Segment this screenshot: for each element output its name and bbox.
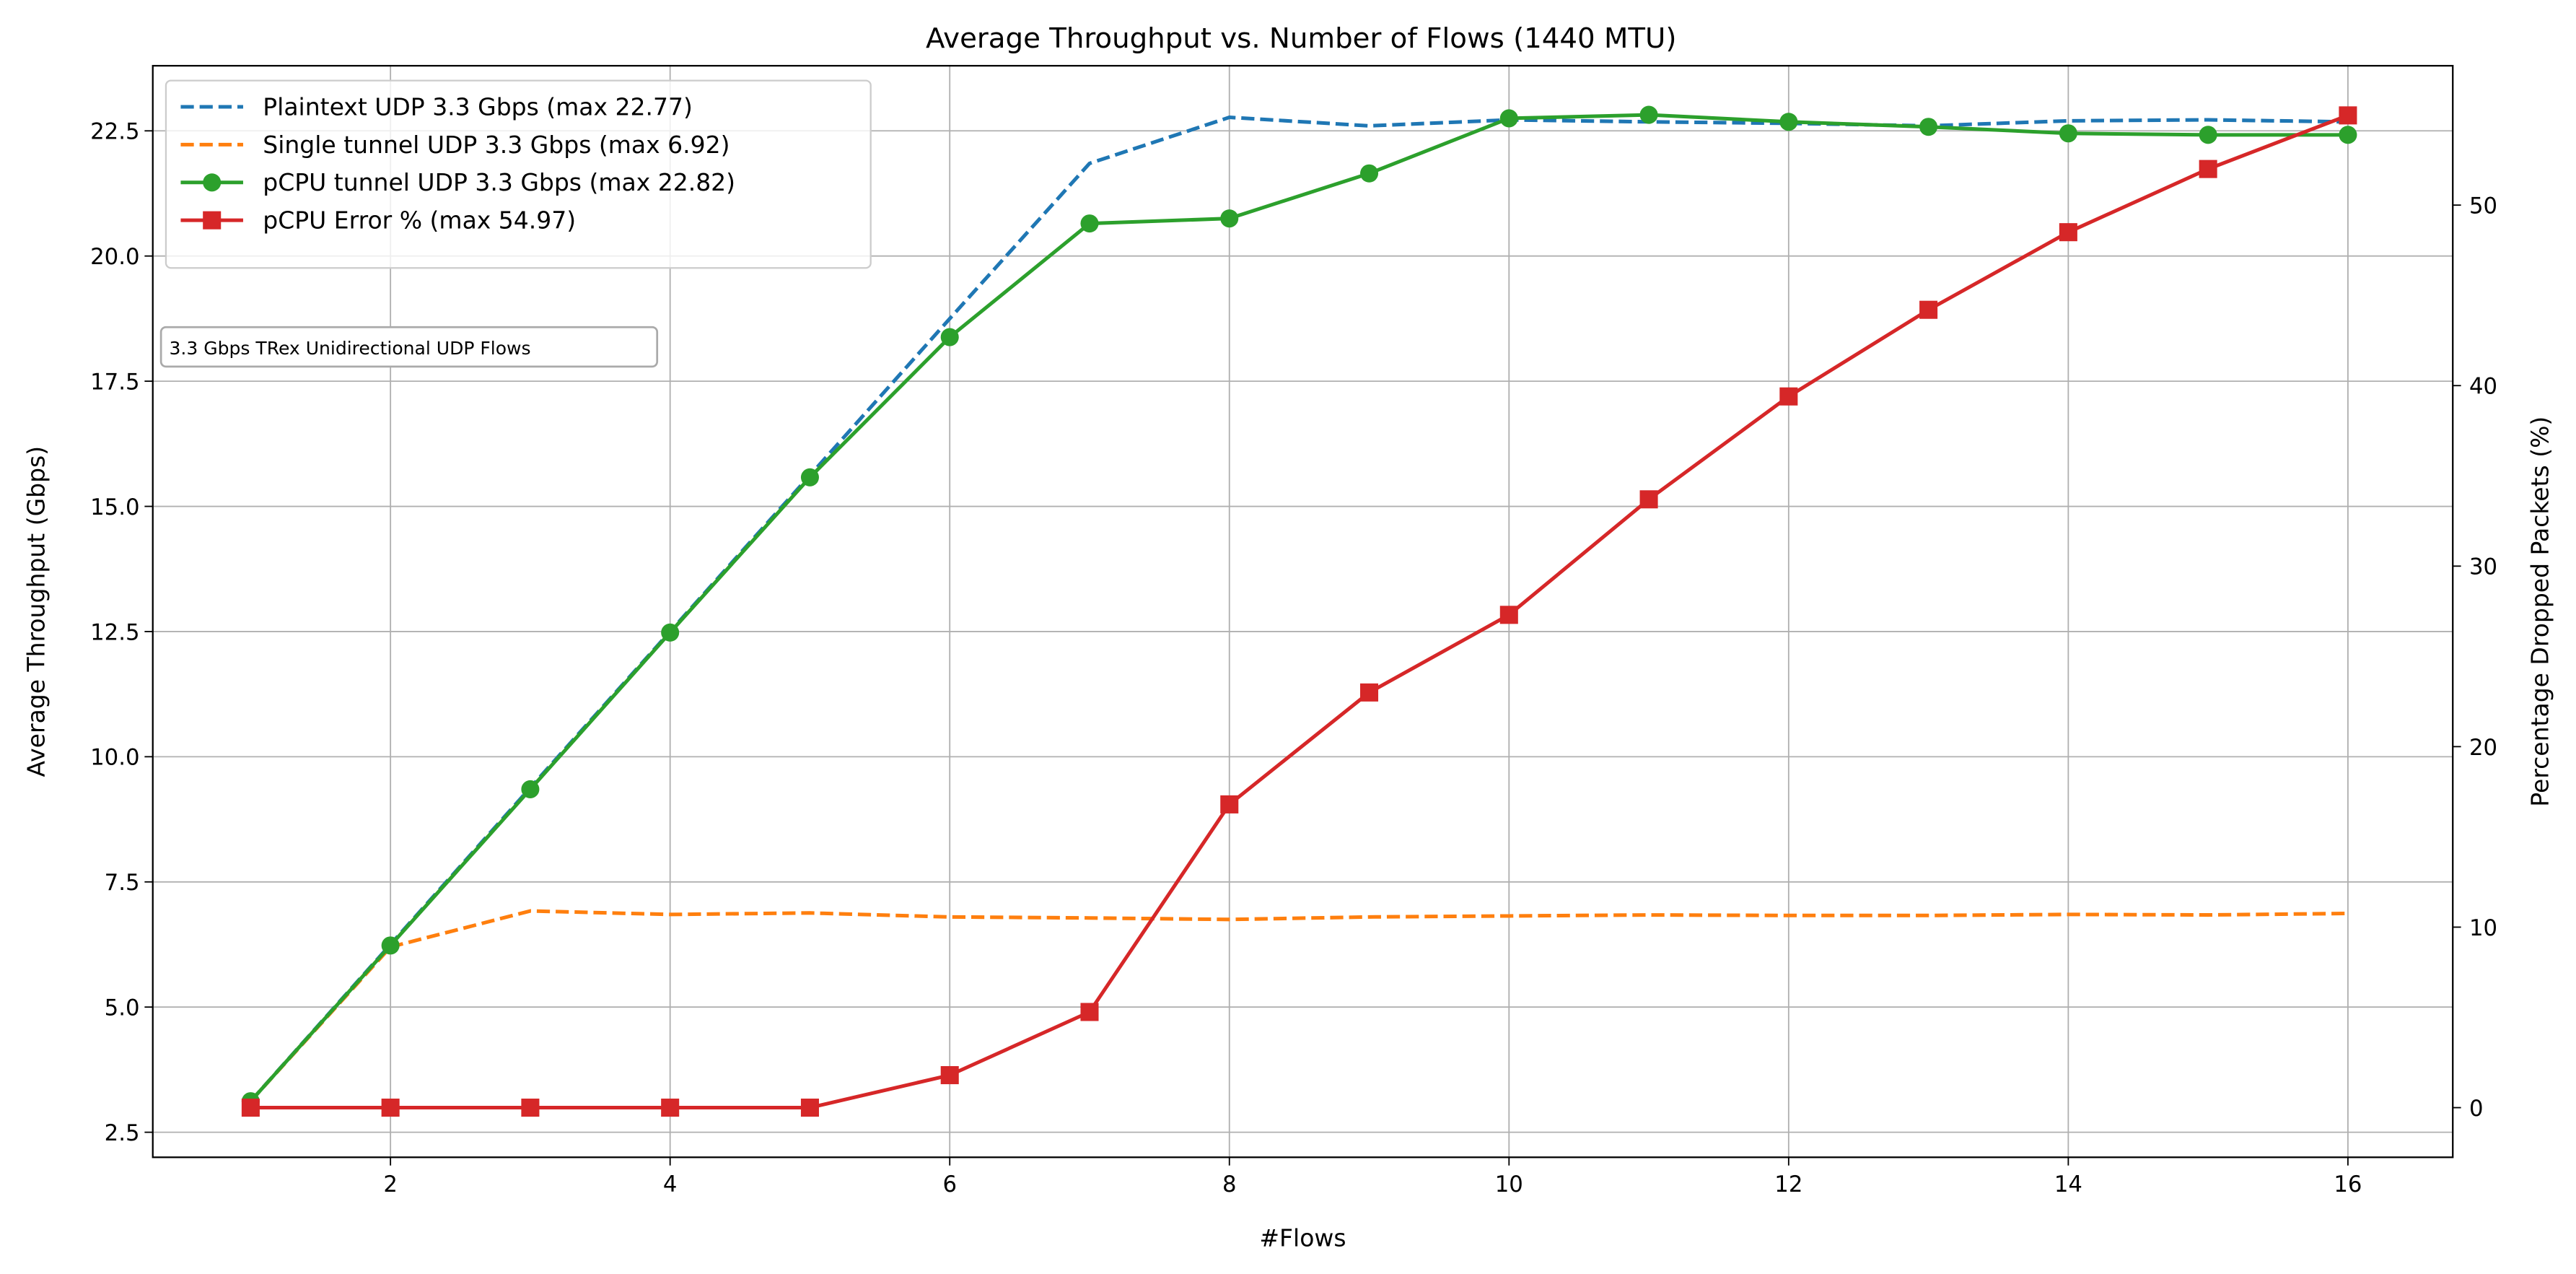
series-1 bbox=[249, 909, 2348, 1103]
chart-title: Average Throughput vs. Number of Flows (… bbox=[926, 22, 1676, 55]
data-point-circle bbox=[2059, 124, 2077, 143]
y-left-tick-label: 7.5 bbox=[105, 870, 140, 896]
data-point-square bbox=[800, 1099, 819, 1117]
x-tick-label: 2 bbox=[383, 1172, 398, 1197]
series-line bbox=[249, 909, 2348, 1103]
data-point-circle bbox=[381, 936, 400, 955]
legend-entry: Single tunnel UDP 3.3 Gbps (max 6.92) bbox=[180, 131, 730, 159]
data-point-circle bbox=[800, 468, 819, 487]
series-0 bbox=[249, 115, 2348, 1103]
data-point-circle bbox=[940, 328, 959, 346]
series-line bbox=[249, 115, 2348, 1103]
legend-entry: pCPU Error % (max 54.97) bbox=[180, 206, 576, 235]
annotation-frame bbox=[159, 326, 659, 368]
x-tick-label: 14 bbox=[2054, 1172, 2082, 1197]
data-point-square bbox=[1360, 683, 1379, 702]
data-point-circle bbox=[1919, 118, 1938, 136]
y-left-tick-label: 10.0 bbox=[90, 745, 139, 771]
data-point-square bbox=[381, 1099, 400, 1117]
annotation-box: 3.3 Gbps TRex Unidirectional UDP Flows bbox=[159, 326, 659, 368]
data-point-circle bbox=[1220, 209, 1239, 228]
x-tick-label: 10 bbox=[1495, 1172, 1523, 1197]
x-tick-label: 4 bbox=[663, 1172, 678, 1197]
x-axis: 2 4 6 8 10 12 14 16 bbox=[383, 1157, 2362, 1197]
data-point-circle bbox=[1499, 109, 1518, 128]
y-axis-right: 0 10 20 30 40 50 bbox=[2453, 193, 2497, 1122]
y-left-tick-label: 2.5 bbox=[105, 1120, 140, 1146]
y-right-tick-label: 10 bbox=[2469, 915, 2497, 941]
annotation-text: 3.3 Gbps TRex Unidirectional UDP Flows bbox=[170, 338, 531, 359]
data-point-circle bbox=[1360, 164, 1379, 183]
legend-marker-square bbox=[203, 211, 222, 230]
data-point-square bbox=[1499, 606, 1518, 624]
y-axis-right-label: Percentage Dropped Packets (%) bbox=[2525, 416, 2554, 807]
y-right-tick-label: 40 bbox=[2469, 374, 2497, 400]
data-point-square bbox=[1779, 387, 1798, 406]
legend-entry: pCPU tunnel UDP 3.3 Gbps (max 22.82) bbox=[180, 168, 735, 196]
data-point-circle bbox=[2339, 126, 2357, 144]
y-right-tick-label: 0 bbox=[2469, 1096, 2484, 1122]
y-left-tick-label: 15.0 bbox=[90, 494, 139, 520]
x-axis-label: #Flows bbox=[1259, 1223, 1346, 1252]
data-point-square bbox=[2059, 223, 2077, 242]
data-point-square bbox=[2339, 106, 2357, 125]
y-axis-left: 2.5 5.0 7.5 10.0 12.5 15.0 17.5 20.0 22.5 bbox=[90, 119, 153, 1146]
data-point-square bbox=[1639, 490, 1658, 509]
data-point-square bbox=[661, 1099, 680, 1117]
legend-marker-circle bbox=[203, 173, 222, 192]
data-point-square bbox=[2199, 160, 2217, 178]
data-point-circle bbox=[1080, 214, 1099, 233]
series-line bbox=[249, 113, 2348, 1103]
data-point-square bbox=[1080, 1003, 1099, 1021]
y-right-tick-label: 20 bbox=[2469, 735, 2497, 761]
data-point-circle bbox=[1779, 113, 1798, 131]
y-left-tick-label: 12.5 bbox=[90, 619, 139, 645]
data-point-circle bbox=[521, 780, 540, 798]
legend-label: pCPU Error % (max 54.97) bbox=[263, 206, 576, 235]
data-point-circle bbox=[2199, 126, 2217, 144]
data-point-circle bbox=[661, 623, 680, 642]
y-axis-left-label: Average Throughput (Gbps) bbox=[22, 446, 50, 777]
x-tick-label: 8 bbox=[1222, 1172, 1237, 1197]
legend-label: pCPU tunnel UDP 3.3 Gbps (max 22.82) bbox=[263, 168, 735, 196]
data-point-square bbox=[1220, 795, 1239, 813]
legend-label: Plaintext UDP 3.3 Gbps (max 22.77) bbox=[263, 92, 693, 121]
y-right-tick-label: 50 bbox=[2469, 193, 2497, 219]
series-line bbox=[250, 113, 2349, 1110]
x-tick-label: 16 bbox=[2334, 1172, 2362, 1197]
data-point-circle bbox=[1639, 105, 1658, 124]
legend-label: Single tunnel UDP 3.3 Gbps (max 6.92) bbox=[263, 131, 730, 159]
y-left-tick-label: 17.5 bbox=[90, 369, 139, 395]
x-tick-label: 12 bbox=[1774, 1172, 1802, 1197]
plot-area bbox=[152, 64, 2454, 1159]
data-point-square bbox=[1919, 300, 1938, 319]
legend-frame bbox=[165, 79, 872, 269]
plot-frame bbox=[152, 64, 2454, 1159]
data-point-square bbox=[521, 1099, 540, 1117]
y-left-tick-label: 22.5 bbox=[90, 119, 139, 145]
data-point-square bbox=[940, 1065, 959, 1085]
legend-entry: Plaintext UDP 3.3 Gbps (max 22.77) bbox=[180, 92, 693, 121]
legend: Plaintext UDP 3.3 Gbps (max 22.77) Single… bbox=[165, 79, 872, 269]
legend-entries: Plaintext UDP 3.3 Gbps (max 22.77) Single… bbox=[180, 92, 735, 235]
y-right-tick-label: 30 bbox=[2469, 554, 2497, 580]
x-tick-label: 6 bbox=[942, 1172, 957, 1197]
y-left-tick-label: 20.0 bbox=[90, 244, 139, 270]
data-point-square bbox=[241, 1099, 260, 1117]
series-layer bbox=[241, 105, 2357, 1117]
series-3 bbox=[241, 106, 2357, 1117]
y-left-tick-label: 5.0 bbox=[105, 995, 140, 1021]
